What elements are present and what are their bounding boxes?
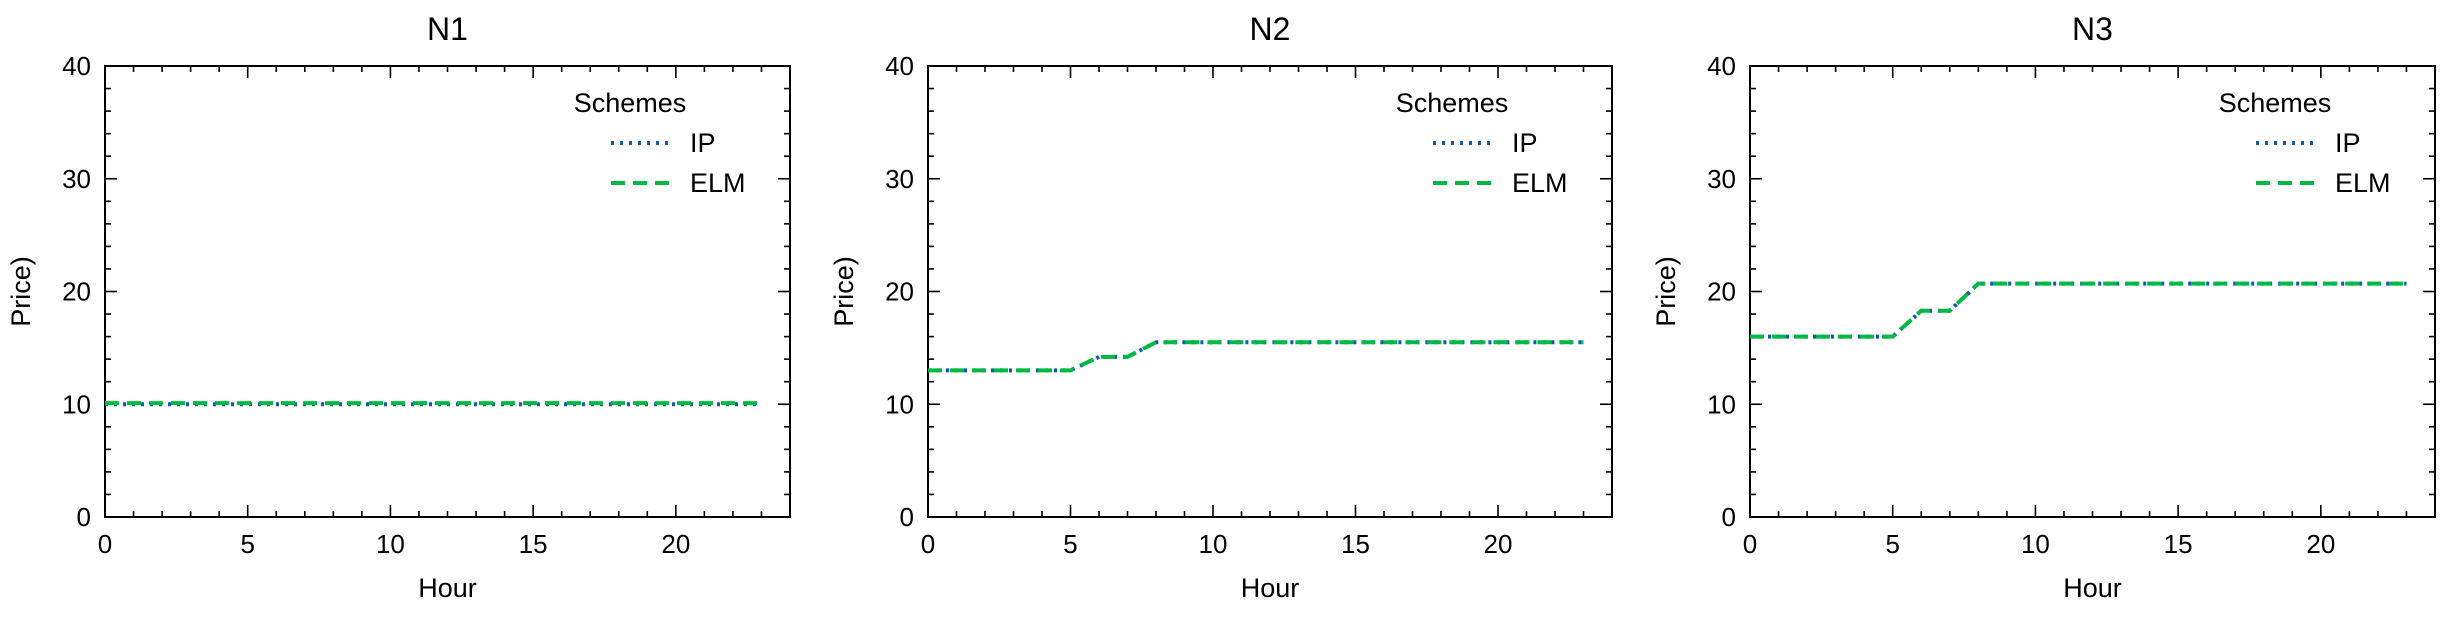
y-tick-label: 0 [77,502,91,532]
x-tick-label: 0 [1743,529,1757,559]
y-tick-label: 30 [62,164,91,194]
x-tick-label: 10 [2021,529,2050,559]
x-tick-label: 20 [1484,529,1513,559]
y-tick-label: 40 [1707,51,1736,81]
legend-title: Schemes [2219,88,2332,118]
y-tick-label: 20 [885,277,914,307]
y-tick-label: 10 [885,389,914,419]
x-tick-label: 15 [519,529,548,559]
chart-title: N2 [1250,11,1291,47]
legend-label-elm: ELM [2335,168,2391,198]
y-axis-label: Price) [1651,256,1681,327]
chart-title: N3 [2072,11,2113,47]
y-axis-label: Price) [829,256,859,327]
series-line-elm [1750,281,2407,339]
y-tick-label: 0 [900,502,914,532]
x-tick-label: 0 [98,529,112,559]
series-line-ip [1750,281,2407,339]
x-tick-label: 10 [376,529,405,559]
x-tick-label: 10 [1199,529,1228,559]
x-tick-label: 20 [2306,529,2335,559]
legend-label-ip: IP [690,128,716,158]
y-tick-label: 30 [885,164,914,194]
series-line-elm [928,340,1584,373]
series-line-ip [928,340,1584,373]
plot-frame [104,65,791,518]
legend-label-elm: ELM [1512,168,1568,198]
y-tick-label: 0 [1722,502,1736,532]
x-tick-label: 15 [1341,529,1370,559]
x-tick-label: 5 [1885,529,1899,559]
x-tick-label: 5 [240,529,254,559]
x-tick-label: 20 [661,529,690,559]
y-axis-label: Price) [6,256,36,327]
chart-title: N1 [427,11,468,47]
y-tick-label: 40 [885,51,914,81]
legend-label-elm: ELM [690,168,746,198]
y-tick-label: 40 [62,51,91,81]
y-tick-label: 20 [62,277,91,307]
x-axis-label: Hour [1241,573,1300,603]
legend-title: Schemes [574,88,687,118]
x-tick-label: 15 [2164,529,2193,559]
x-tick-label: 0 [921,529,935,559]
plot-frame [1749,65,2436,518]
plot-frame [927,65,1613,518]
legend-label-ip: IP [1512,128,1538,158]
y-tick-label: 30 [1707,164,1736,194]
x-tick-label: 5 [1063,529,1077,559]
legend-title: Schemes [1396,88,1509,118]
y-tick-label: 10 [62,389,91,419]
legend-label-ip: IP [2335,128,2361,158]
y-tick-label: 10 [1707,389,1736,419]
y-tick-label: 20 [1707,277,1736,307]
x-axis-label: Hour [2063,573,2122,603]
x-axis-label: Hour [418,573,477,603]
